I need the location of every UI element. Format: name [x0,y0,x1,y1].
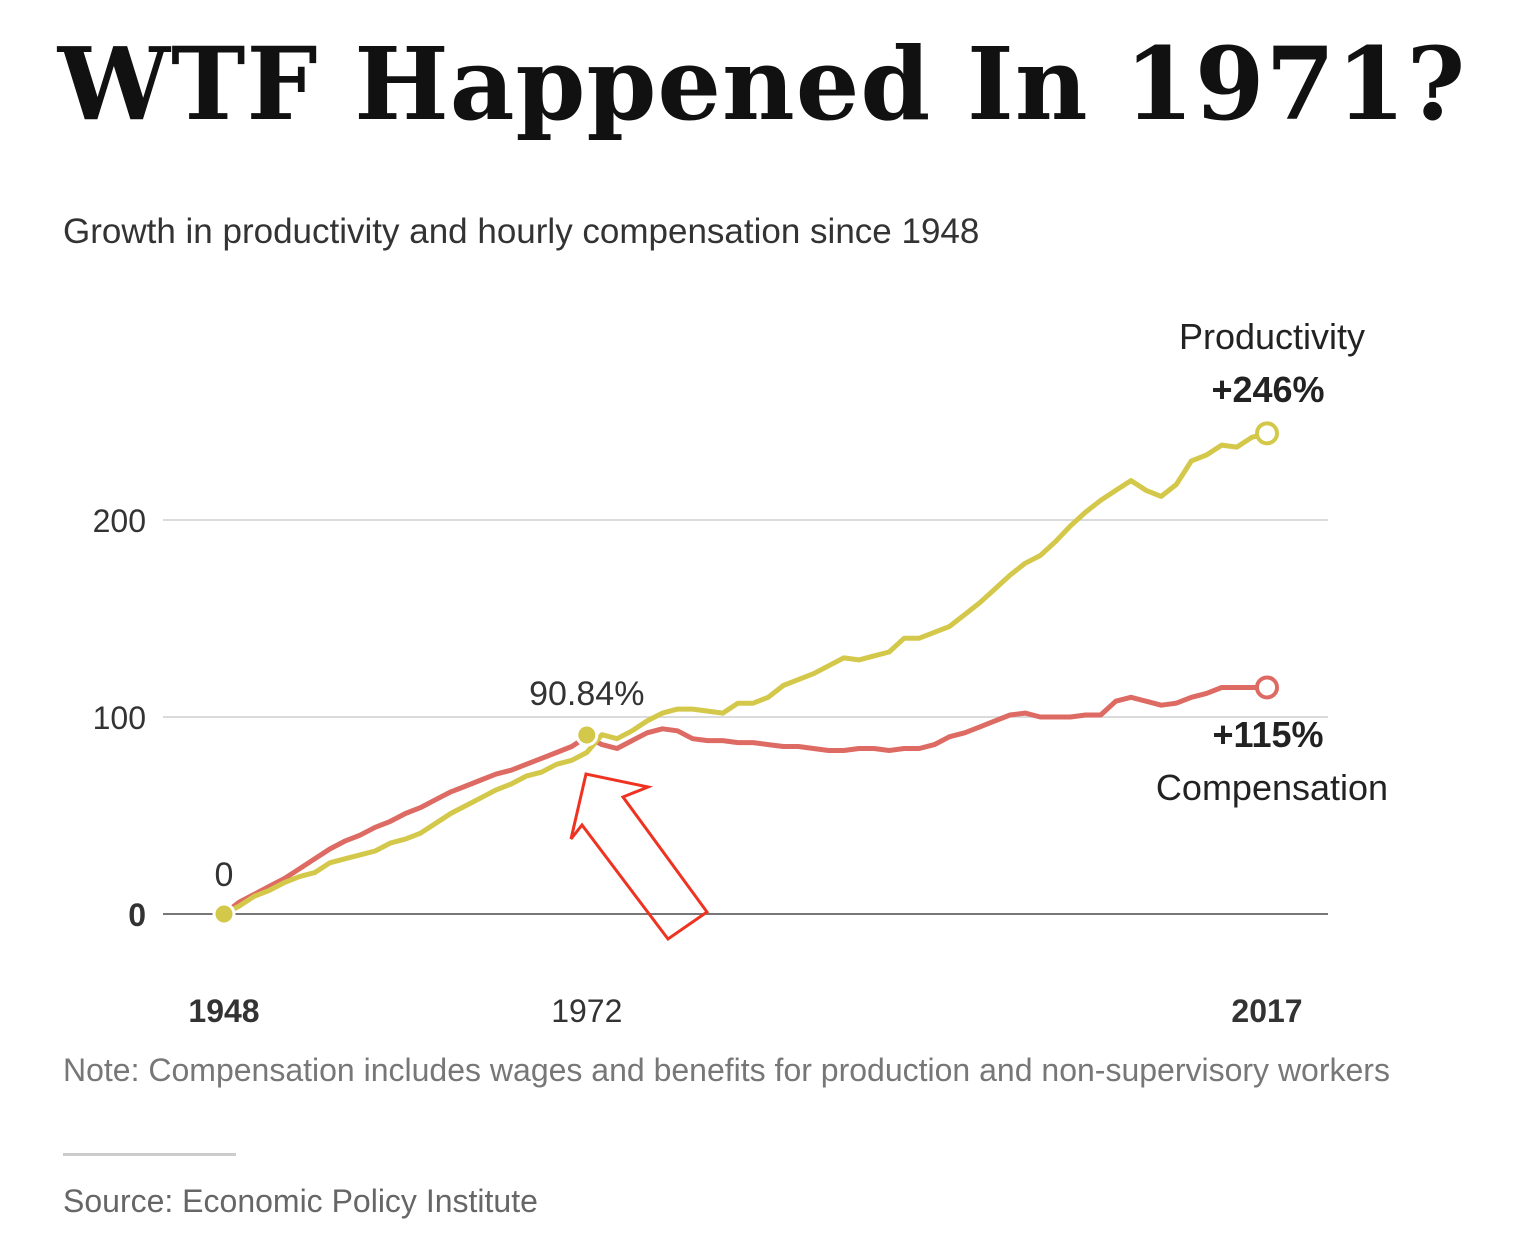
end-marker-productivity [1255,421,1279,446]
series-label-compensation: Compensation [1156,767,1388,808]
x-tick-label: 1948 [188,993,259,1029]
end-value-productivity: +246% [1211,369,1324,410]
x-tick-label: 1972 [551,993,622,1029]
y-tick-label: 100 [93,700,146,736]
data-label: 90.84% [529,675,644,713]
data-point [212,902,236,926]
data-label: 0 [215,856,234,894]
series-line-productivity [221,430,1270,917]
series-label-productivity: Productivity [1179,316,1365,357]
arrow-annotation [569,772,710,942]
end-value-compensation: +115% [1212,714,1323,755]
end-marker-compensation [1255,675,1279,700]
data-point [575,723,599,747]
chart-title: Growth in productivity and hourly compen… [63,212,980,251]
headline: WTF Happened In 1971? [57,25,1467,143]
y-tick-label: 0 [128,897,146,933]
divider [63,1153,236,1156]
series-line-compensation [221,685,1270,917]
x-tick-label: 2017 [1231,993,1302,1029]
y-tick-label: 200 [93,503,146,539]
chart-source: Source: Economic Policy Institute [63,1183,538,1219]
chart-note: Note: Compensation includes wages and be… [63,1052,1390,1088]
